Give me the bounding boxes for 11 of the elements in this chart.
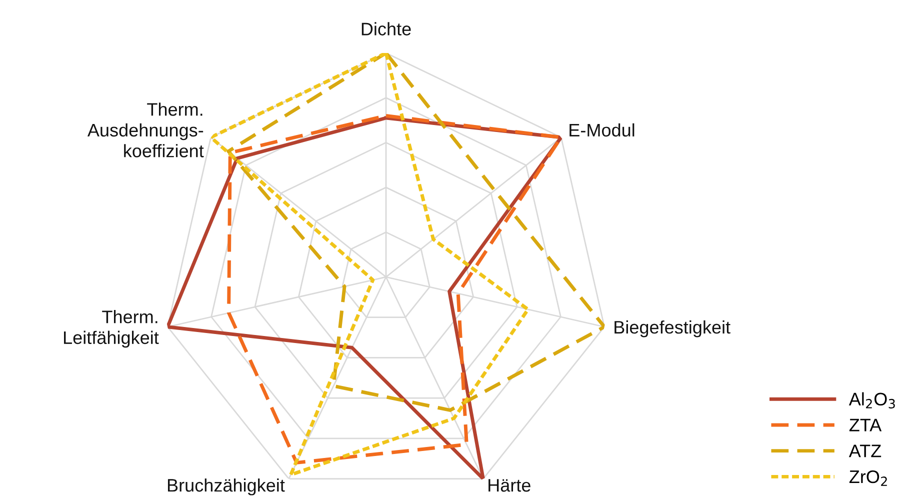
legend-label: ZTA [849,418,882,432]
legend-label: ZrO$_{2}$ [849,470,887,486]
legend-label: ATZ [848,444,882,458]
spoke-label: Bruchzähigkeit [168,478,285,496]
legend-label: Al$_{2}$O$_{3}$ [848,392,895,408]
spoke-label: Härte [488,479,530,492]
spoke-label: Biegefestigkeit [614,320,730,338]
spoke-label: Therm. Ausdehnungs- koeffizient [87,102,204,158]
spoke-label: E-Modul [570,123,634,137]
spoke-label: Dichte [362,22,411,36]
spoke-label: Therm. Leitfähigkeit [64,310,159,348]
